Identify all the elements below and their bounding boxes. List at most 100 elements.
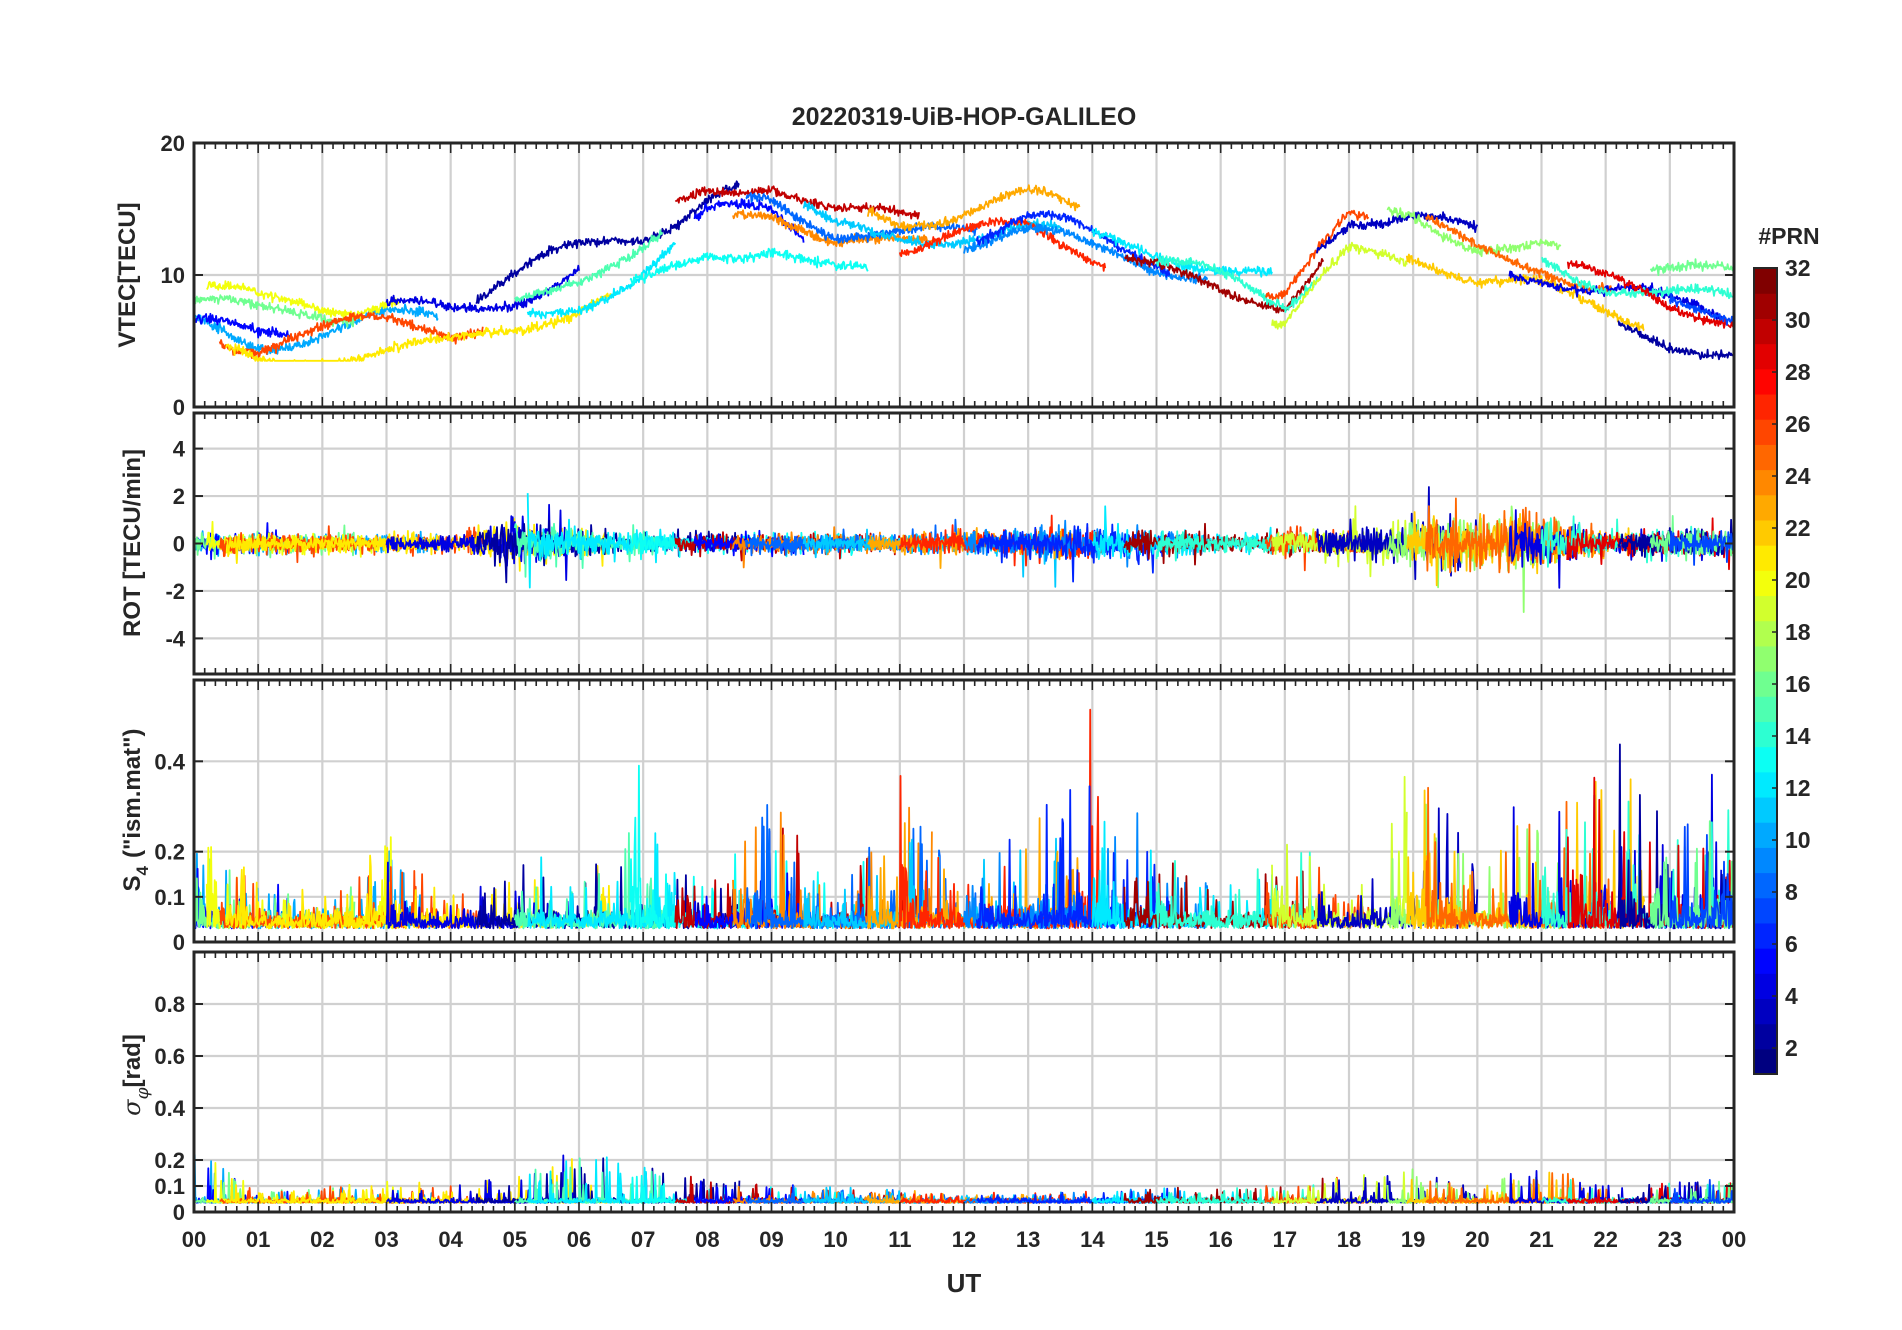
colorbar-swatch	[1754, 847, 1777, 874]
colorbar-swatch	[1754, 519, 1777, 546]
x-tick-label: 04	[438, 1227, 463, 1252]
colorbar-tick-label: 6	[1785, 931, 1798, 957]
x-tick-label: 18	[1337, 1227, 1361, 1252]
colorbar-swatches	[1754, 268, 1777, 1075]
prn-series-line	[225, 292, 612, 362]
colorbar-swatch	[1754, 268, 1777, 294]
s4-ylabel-sub: 4	[133, 865, 152, 875]
panel-vtec: 0 10 20 VTEC[TECU]	[114, 131, 1736, 420]
colorbar-swatch	[1754, 671, 1777, 697]
colorbar-swatch	[1754, 419, 1777, 445]
colorbar-tick-label: 8	[1785, 879, 1798, 905]
s4-ylabel: S4 ("ism.mat")	[119, 729, 152, 892]
prn-series-line	[1123, 522, 1325, 566]
x-tick-label: 21	[1529, 1227, 1553, 1252]
prn-series-line	[745, 192, 978, 244]
colorbar-swatch	[1754, 973, 1777, 1000]
x-tick-label: 20	[1465, 1227, 1489, 1252]
colorbar-label: #PRN	[1758, 223, 1819, 249]
colorbar-swatch	[1754, 318, 1777, 345]
prn-series-line	[866, 184, 1081, 232]
colorbar-tick-label: 22	[1785, 515, 1811, 541]
prn-series-line	[1155, 255, 1318, 313]
colorbar-swatch	[1754, 922, 1777, 949]
x-tick-label: 14	[1080, 1227, 1105, 1252]
colorbar-tick-label: 4	[1785, 983, 1798, 1009]
panel-rot: -4 -2 0 2 4 ROT [TECU/min]	[119, 411, 1736, 676]
panel-s4: 0 0.1 0.2 0.4 S4 ("ism.mat")	[119, 678, 1736, 955]
vtec-frame	[192, 141, 1736, 409]
x-tick-label: 15	[1144, 1227, 1168, 1252]
y-tick-label: -4	[165, 626, 185, 651]
colorbar-swatch	[1754, 444, 1777, 471]
x-tick-label: 10	[823, 1227, 847, 1252]
y-tick-label: 0.6	[154, 1044, 185, 1069]
prn-series-line	[693, 198, 805, 243]
colorbar-frame	[1753, 267, 1778, 1075]
prn-series-line	[475, 180, 740, 305]
colorbar-tick-label: 10	[1785, 827, 1811, 853]
y-tick-label: 0.4	[154, 749, 185, 774]
prn-series-line	[1124, 253, 1325, 314]
prn-series-line	[674, 185, 920, 220]
panel-sigma-phi: 00.10.2 0.4 0.6 0.8 σφ[rad]	[118, 950, 1736, 1225]
sigma-ylabel-rest: [rad]	[119, 1034, 146, 1087]
prn-series-line	[218, 312, 484, 359]
y-tick-label: 0.8	[154, 992, 185, 1017]
prn-series-line	[1091, 227, 1273, 279]
y-tick-label: 20	[161, 131, 185, 156]
colorbar-tick-label: 16	[1785, 671, 1811, 697]
x-axis-label: UT	[947, 1268, 982, 1298]
colorbar-swatch	[1754, 872, 1777, 899]
y-tick-label: 0.4	[154, 1096, 185, 1121]
colorbar-swatch	[1754, 822, 1777, 848]
prn-series-line	[629, 247, 869, 287]
colorbar-swatch	[1754, 696, 1777, 722]
sigma-ylabel-phi: φ	[133, 1087, 153, 1099]
sigma-grid	[194, 952, 1734, 1212]
prn-series-line	[1386, 206, 1562, 258]
rot-frame	[192, 411, 1736, 676]
colorbar-swatch	[1754, 998, 1777, 1025]
colorbar-tick-label: 26	[1785, 411, 1811, 437]
x-tick-label: 08	[695, 1227, 719, 1252]
x-tick-label: 13	[1016, 1227, 1040, 1252]
s4-ylabel-main: S	[119, 875, 146, 891]
y-tick-label: 0	[173, 395, 185, 420]
chart-title: 20220319-UiB-HOP-GALILEO	[792, 103, 1137, 131]
x-tick-label: 17	[1273, 1227, 1297, 1252]
y-tick-label: 0.1	[154, 1174, 185, 1199]
colorbar-swatch	[1754, 595, 1777, 622]
y-tick-label: 0.2	[154, 1148, 185, 1173]
colorbar-swatch	[1754, 771, 1777, 798]
prn-series-line	[1508, 270, 1723, 321]
colorbar-swatch	[1754, 746, 1777, 773]
prn-series-line	[693, 1180, 805, 1204]
sigma-ylabel-sigma: σ	[118, 1099, 146, 1116]
sigma-lines	[194, 1153, 1734, 1204]
y-tick-label: -2	[165, 579, 185, 604]
prn-series-line	[1405, 253, 1645, 332]
colorbar-tick-label: 12	[1785, 775, 1811, 801]
prn-series-line	[1669, 1179, 1734, 1204]
x-tick-label: 07	[631, 1227, 655, 1252]
sigma-frame	[192, 950, 1736, 1214]
colorbar-swatch	[1754, 293, 1777, 319]
colorbar-swatch	[1754, 494, 1777, 521]
y-tick-label: 0.2	[154, 840, 185, 865]
colorbar-swatch	[1754, 343, 1777, 370]
colorbar-swatch	[1754, 570, 1777, 597]
x-tick-label: 06	[567, 1227, 591, 1252]
prn-series-line	[1271, 1171, 1407, 1204]
y-tick-label: 0.1	[154, 885, 185, 910]
prn-series-line	[1617, 320, 1734, 361]
prn-series-line	[1541, 256, 1734, 300]
y-tick-label: 2	[173, 484, 185, 509]
colorbar-tick-label: 28	[1785, 359, 1811, 385]
x-tick-label: 00	[1722, 1227, 1746, 1252]
x-tick-label: 11	[888, 1227, 911, 1252]
y-tick-label: 0	[173, 532, 185, 557]
x-tick-label: 12	[952, 1227, 976, 1252]
colorbar-tick-label: 2	[1785, 1035, 1798, 1061]
colorbar-tick-label: 14	[1785, 723, 1811, 749]
